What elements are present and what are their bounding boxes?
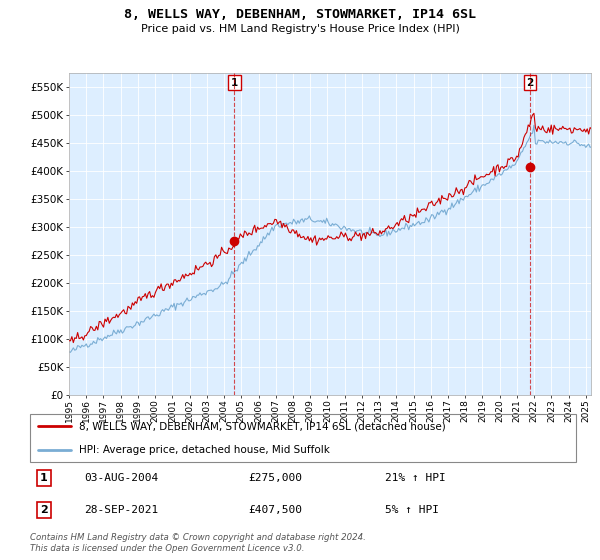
Text: £275,000: £275,000 — [248, 473, 302, 483]
Text: Price paid vs. HM Land Registry's House Price Index (HPI): Price paid vs. HM Land Registry's House … — [140, 24, 460, 34]
Text: 8, WELLS WAY, DEBENHAM, STOWMARKET, IP14 6SL (detached house): 8, WELLS WAY, DEBENHAM, STOWMARKET, IP14… — [79, 421, 446, 431]
Text: 21% ↑ HPI: 21% ↑ HPI — [385, 473, 446, 483]
Text: £407,500: £407,500 — [248, 505, 302, 515]
Text: Contains HM Land Registry data © Crown copyright and database right 2024.
This d: Contains HM Land Registry data © Crown c… — [30, 533, 366, 553]
Text: 28-SEP-2021: 28-SEP-2021 — [85, 505, 159, 515]
Text: 1: 1 — [40, 473, 47, 483]
Text: 8, WELLS WAY, DEBENHAM, STOWMARKET, IP14 6SL: 8, WELLS WAY, DEBENHAM, STOWMARKET, IP14… — [124, 8, 476, 21]
Text: 5% ↑ HPI: 5% ↑ HPI — [385, 505, 439, 515]
Text: HPI: Average price, detached house, Mid Suffolk: HPI: Average price, detached house, Mid … — [79, 445, 330, 455]
Text: 2: 2 — [40, 505, 47, 515]
Text: 1: 1 — [231, 78, 238, 87]
Text: 03-AUG-2004: 03-AUG-2004 — [85, 473, 159, 483]
Text: 2: 2 — [526, 78, 533, 87]
